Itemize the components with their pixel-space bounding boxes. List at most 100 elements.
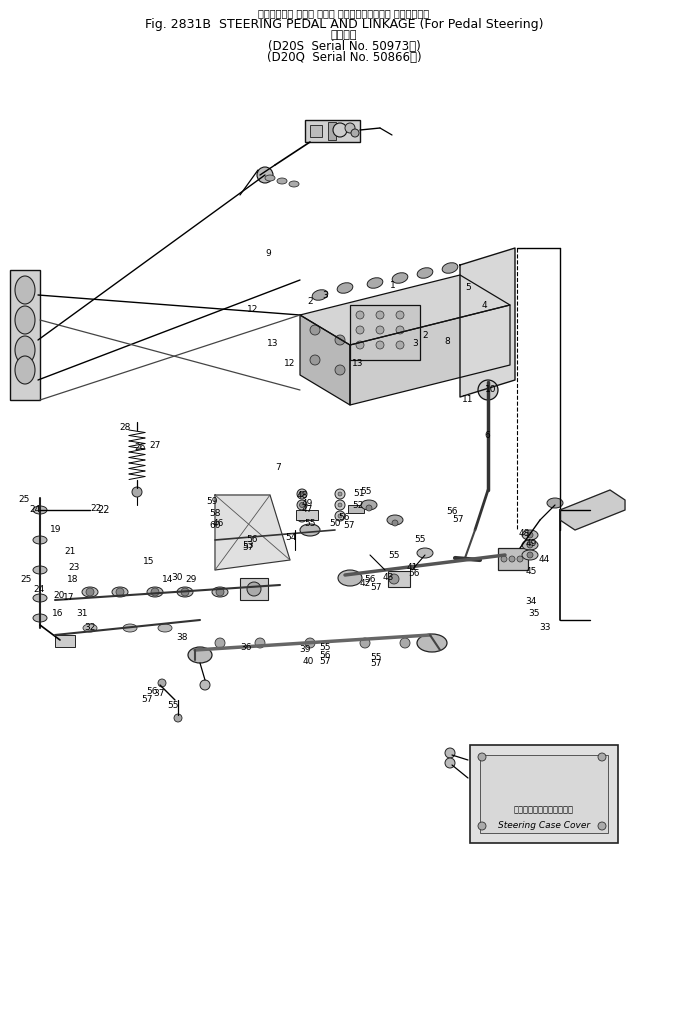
Ellipse shape [15, 306, 35, 334]
Circle shape [509, 556, 515, 562]
Text: 52: 52 [352, 500, 364, 510]
Text: 36: 36 [240, 644, 251, 653]
Text: 56: 56 [446, 508, 457, 517]
Text: 59: 59 [206, 496, 218, 505]
Text: 51: 51 [353, 488, 364, 497]
Circle shape [215, 638, 225, 648]
Circle shape [132, 487, 142, 497]
Text: (D20S  Serial No. 50973－): (D20S Serial No. 50973－) [267, 40, 420, 53]
Ellipse shape [338, 570, 362, 586]
Ellipse shape [300, 524, 320, 536]
Circle shape [360, 638, 370, 648]
Ellipse shape [177, 587, 193, 597]
Text: 20: 20 [53, 592, 65, 601]
Text: 22: 22 [97, 505, 110, 515]
Text: 38: 38 [176, 632, 187, 641]
Ellipse shape [147, 587, 163, 597]
Ellipse shape [361, 500, 377, 510]
Text: 3: 3 [322, 290, 328, 299]
Circle shape [598, 753, 606, 761]
Circle shape [356, 326, 364, 334]
Text: 5: 5 [465, 283, 471, 292]
Bar [470, 745, 618, 843]
Bar [296, 510, 318, 520]
Text: 15: 15 [143, 556, 155, 565]
Text: 44: 44 [538, 554, 550, 563]
Text: 57: 57 [243, 543, 254, 552]
Text: 39: 39 [299, 646, 311, 655]
Ellipse shape [188, 647, 212, 663]
Text: 54: 54 [285, 534, 297, 542]
Text: 25: 25 [19, 495, 30, 504]
Ellipse shape [387, 515, 403, 525]
Text: 22: 22 [90, 503, 101, 513]
Text: 40: 40 [302, 657, 313, 666]
Bar [10, 270, 40, 400]
Circle shape [200, 680, 210, 690]
Text: 57: 57 [319, 658, 331, 667]
Text: 42: 42 [360, 580, 371, 589]
Text: 8: 8 [444, 337, 450, 345]
Text: 31: 31 [76, 609, 88, 618]
Ellipse shape [33, 594, 47, 602]
Circle shape [445, 748, 455, 758]
Text: 通用号機: 通用号機 [331, 30, 358, 40]
Text: 57: 57 [370, 583, 382, 592]
Text: 33: 33 [539, 622, 551, 631]
Ellipse shape [265, 175, 275, 181]
Text: 10: 10 [485, 386, 497, 395]
Text: 2: 2 [307, 297, 313, 307]
Circle shape [376, 311, 384, 319]
Polygon shape [300, 275, 510, 345]
Text: 46: 46 [212, 519, 224, 528]
Text: 55: 55 [388, 551, 400, 560]
Text: (D20Q  Serial No. 50866－): (D20Q Serial No. 50866－) [267, 51, 421, 64]
Text: 49: 49 [525, 539, 537, 547]
Circle shape [356, 311, 364, 319]
Ellipse shape [123, 624, 137, 632]
Text: 48: 48 [296, 490, 308, 499]
Text: 49: 49 [301, 498, 313, 508]
Text: 55: 55 [414, 536, 426, 544]
Circle shape [389, 574, 399, 584]
Text: 56: 56 [409, 569, 420, 579]
Circle shape [478, 380, 498, 400]
Text: 7: 7 [275, 464, 281, 473]
Text: 1: 1 [390, 280, 396, 289]
Ellipse shape [15, 336, 35, 364]
Text: 24: 24 [33, 585, 45, 594]
Text: 55: 55 [305, 520, 316, 529]
Text: 28: 28 [119, 422, 131, 431]
Circle shape [501, 556, 507, 562]
Text: 26: 26 [134, 444, 145, 453]
Text: 47: 47 [301, 505, 313, 515]
Text: 56: 56 [338, 514, 350, 523]
Circle shape [517, 556, 523, 562]
Text: 57: 57 [141, 694, 153, 703]
Text: 13: 13 [267, 339, 279, 348]
Circle shape [351, 129, 359, 137]
Circle shape [392, 520, 398, 526]
Text: 57: 57 [452, 515, 464, 524]
Text: 29: 29 [185, 576, 196, 585]
Ellipse shape [337, 283, 353, 293]
Circle shape [527, 542, 533, 548]
Bar [388, 571, 410, 587]
Text: 56: 56 [319, 651, 331, 660]
Circle shape [305, 638, 315, 648]
Ellipse shape [82, 587, 98, 597]
Ellipse shape [15, 356, 35, 384]
Text: 23: 23 [68, 562, 80, 571]
Circle shape [86, 588, 94, 596]
Circle shape [396, 341, 404, 349]
Circle shape [297, 512, 307, 522]
Text: 25: 25 [20, 576, 32, 585]
Circle shape [335, 335, 345, 345]
Circle shape [396, 311, 404, 319]
Circle shape [376, 326, 384, 334]
Ellipse shape [33, 536, 47, 544]
Ellipse shape [522, 540, 538, 550]
Circle shape [300, 502, 305, 508]
Text: Steering Case Cover: Steering Case Cover [498, 820, 590, 829]
Text: 57: 57 [370, 660, 382, 669]
